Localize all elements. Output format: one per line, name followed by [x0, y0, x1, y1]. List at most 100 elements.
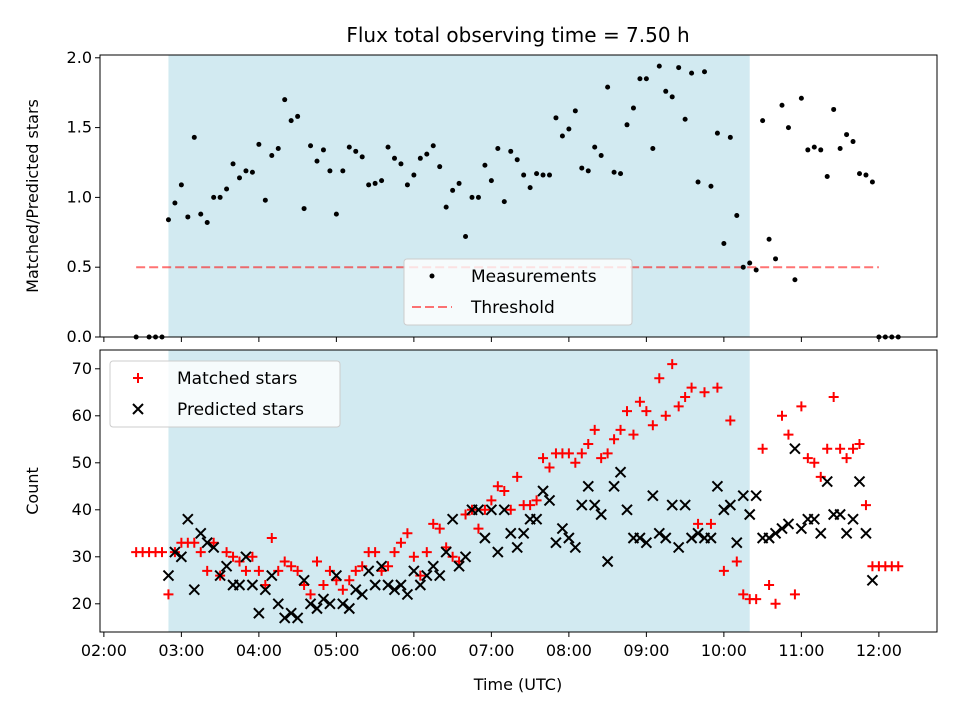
predicted-star-point	[279, 612, 291, 624]
measurement-point	[695, 179, 701, 185]
predicted-star-point	[660, 532, 672, 544]
x-tick-label: 03:00	[158, 641, 204, 660]
measurement-point	[792, 277, 798, 283]
matched-star-point	[777, 410, 787, 421]
predicted-star-point	[530, 513, 543, 525]
measurement-point	[230, 161, 236, 167]
measurement-point	[844, 132, 850, 138]
measurement-point	[327, 168, 333, 174]
measurement-point	[618, 171, 624, 177]
y-tick-label: 50	[72, 453, 92, 472]
matched-star-point	[350, 565, 361, 576]
measurement-point	[689, 70, 695, 76]
predicted-star-point	[182, 513, 194, 525]
matched-star-point	[157, 547, 167, 558]
predicted-star-point	[737, 489, 749, 502]
matched-star-point	[460, 509, 471, 520]
predicted-star-point	[201, 536, 213, 549]
predicted-star-point	[434, 569, 446, 582]
predicted-star-point	[556, 522, 569, 535]
matched-star-point	[312, 556, 322, 567]
matched-star-point	[473, 523, 484, 534]
predicted-star-point	[782, 518, 795, 530]
predicted-star-point	[795, 522, 808, 535]
predicted-star-point	[666, 499, 678, 511]
predicted-star-point	[362, 565, 375, 577]
predicted-star-point	[356, 588, 368, 601]
predicted-star-point	[253, 607, 265, 619]
measurement-point	[734, 213, 740, 219]
predicted-star-point	[169, 546, 181, 558]
predicted-star-point	[614, 466, 627, 478]
measurement-point	[430, 143, 436, 149]
legend: Measurements Threshold	[403, 258, 633, 326]
predicted-star-point	[653, 527, 665, 540]
matched-star-point	[486, 495, 497, 506]
predicted-star-point	[272, 598, 284, 610]
predicted-star-point	[647, 489, 659, 502]
predicted-star-point	[608, 480, 620, 493]
matched-star-point	[318, 580, 329, 590]
predicted-star-point	[421, 569, 433, 582]
measurement-point	[540, 172, 546, 178]
measurement-point	[559, 133, 565, 139]
matched-star-point	[370, 547, 381, 558]
measurement-point	[269, 153, 275, 159]
predicted-star-point	[220, 560, 233, 572]
matched-star-point	[667, 359, 678, 370]
predicted-star-point	[569, 541, 582, 554]
predicted-star-point	[550, 536, 562, 549]
measurement-point	[714, 130, 720, 136]
matched-star-point	[654, 373, 665, 384]
legend-label: Threshold	[470, 298, 555, 318]
matched-star-point	[531, 495, 542, 506]
predicted-star-point	[285, 607, 297, 619]
matched-star-point	[609, 434, 620, 445]
predicted-star-point	[595, 508, 607, 521]
matched-star-point	[634, 396, 645, 407]
matched-star-point	[686, 382, 697, 393]
measurement-point	[424, 151, 430, 157]
measurement-point	[760, 118, 766, 124]
matched-star-point	[415, 570, 426, 581]
predicted-star-point	[776, 522, 788, 535]
matched-star-point	[731, 556, 742, 567]
predicted-star-point	[214, 569, 226, 582]
predicted-star-point	[132, 403, 144, 415]
predicted-star-point	[350, 583, 362, 596]
predicted-star-point	[498, 504, 510, 516]
y-tick-label: 0.0	[67, 327, 92, 346]
matched-star-point	[505, 504, 516, 515]
matched-star-point	[479, 504, 490, 515]
predicted-star-point	[750, 489, 762, 502]
predicted-star-point	[266, 569, 278, 582]
matched-star-point	[247, 551, 258, 562]
x-axis-label: Time (UTC)	[473, 675, 562, 694]
x-tick-label: 10:00	[701, 641, 747, 660]
measurement-point	[818, 147, 824, 153]
matched-star-point	[893, 561, 904, 572]
matched-star-point	[266, 533, 277, 543]
measurement-point	[869, 179, 875, 185]
measurement-point	[773, 256, 779, 262]
measurement-point	[585, 168, 591, 174]
measurement-point	[785, 125, 791, 131]
matched-star-point	[357, 561, 368, 572]
chart-title: Flux total observing time = 7.50 h	[346, 23, 689, 47]
legend-label: Measurements	[471, 267, 597, 287]
x-tick-label: 12:00	[856, 641, 902, 660]
legend-box	[109, 360, 341, 428]
matched-star-point	[757, 443, 768, 454]
predicted-star-point	[395, 579, 407, 591]
measurement-point	[501, 199, 507, 205]
matched-star-point	[344, 575, 355, 586]
predicted-star-point	[291, 612, 304, 624]
predicted-star-point	[485, 504, 498, 516]
matched-star-point	[389, 547, 400, 558]
matched-star-point	[647, 420, 658, 431]
predicted-star-point	[259, 583, 272, 596]
measurement-point	[237, 175, 242, 181]
predicted-star-point	[582, 480, 594, 493]
matched-star-point	[273, 565, 284, 576]
measurement-point	[753, 267, 759, 273]
